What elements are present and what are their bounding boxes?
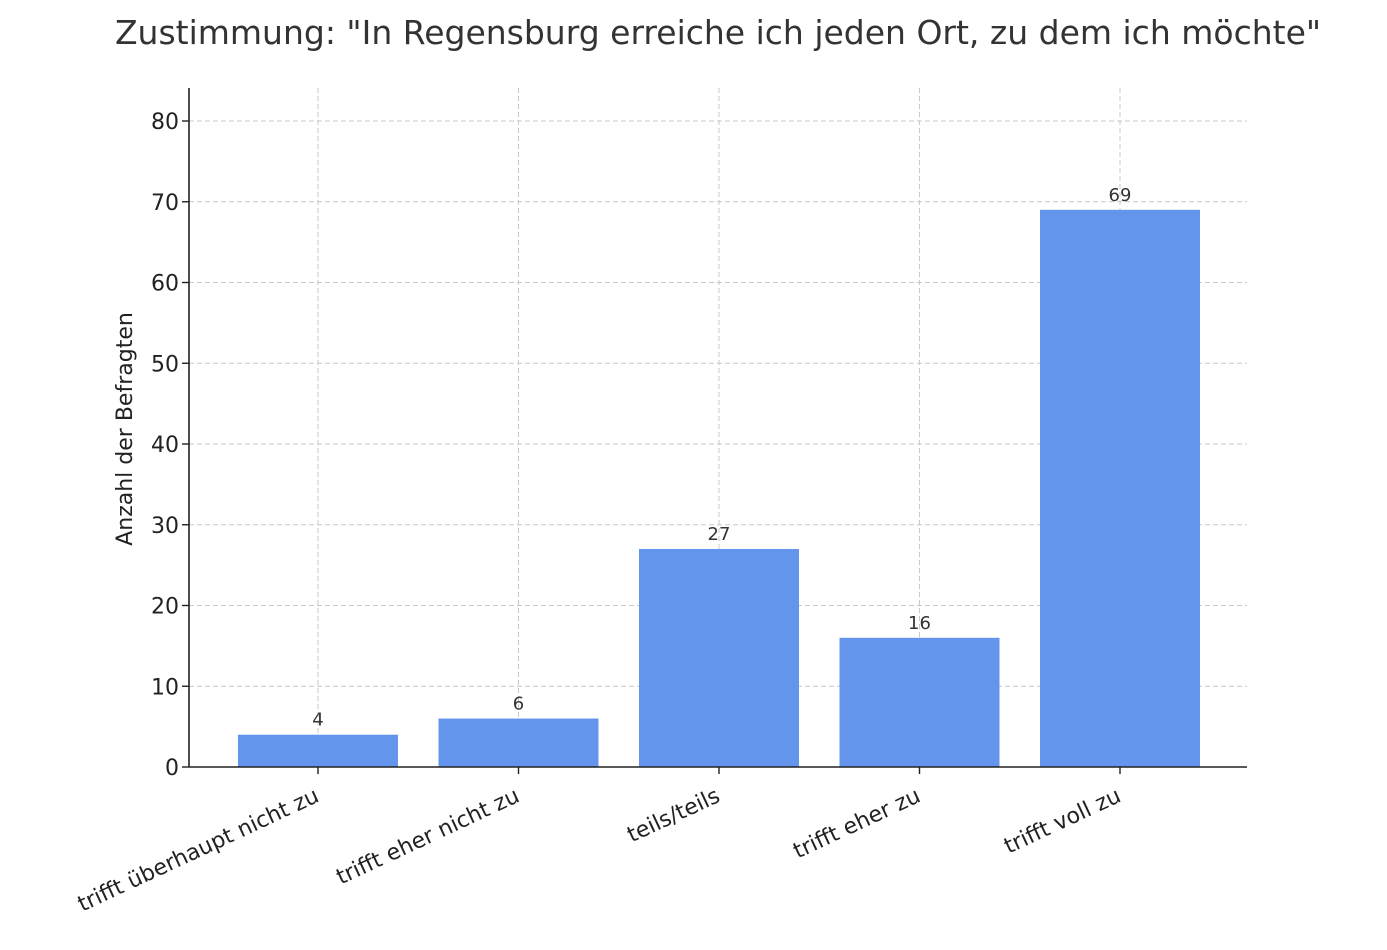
y-tick-label: 10 <box>151 675 179 700</box>
data-label: 4 <box>312 710 323 731</box>
x-tick-label: trifft eher zu <box>790 784 925 865</box>
data-label: 27 <box>708 524 731 545</box>
y-tick-label: 40 <box>151 433 179 458</box>
y-tick-label: 80 <box>151 110 179 135</box>
bar <box>1040 209 1200 767</box>
data-label: 16 <box>908 613 931 634</box>
data-label: 69 <box>1109 185 1132 206</box>
y-axis-label: Anzahl der Befragten <box>113 312 138 546</box>
y-tick-label: 50 <box>151 352 179 377</box>
data-labels-layer: 4 6 27 16 69 <box>312 185 1131 731</box>
bars-layer <box>238 209 1200 767</box>
bar <box>238 734 398 767</box>
bar <box>639 548 799 767</box>
y-tick-label: 30 <box>151 514 179 539</box>
x-tick-label: trifft eher nicht zu <box>333 784 524 891</box>
x-tick-label: teils/teils <box>624 784 724 849</box>
x-tick-label: trifft voll zu <box>1000 784 1125 860</box>
x-tick-label: trifft überhaupt nicht zu <box>74 784 323 918</box>
y-tick-label: 70 <box>151 191 179 216</box>
y-tick-label: 60 <box>151 272 179 297</box>
y-tick-label: 20 <box>151 595 179 620</box>
chart-title: Zustimmung: "In Regensburg erreiche ich … <box>115 13 1321 52</box>
y-tick-label: 0 <box>165 756 179 781</box>
bar <box>438 718 599 767</box>
data-label: 6 <box>513 694 524 715</box>
bar <box>839 637 1000 767</box>
